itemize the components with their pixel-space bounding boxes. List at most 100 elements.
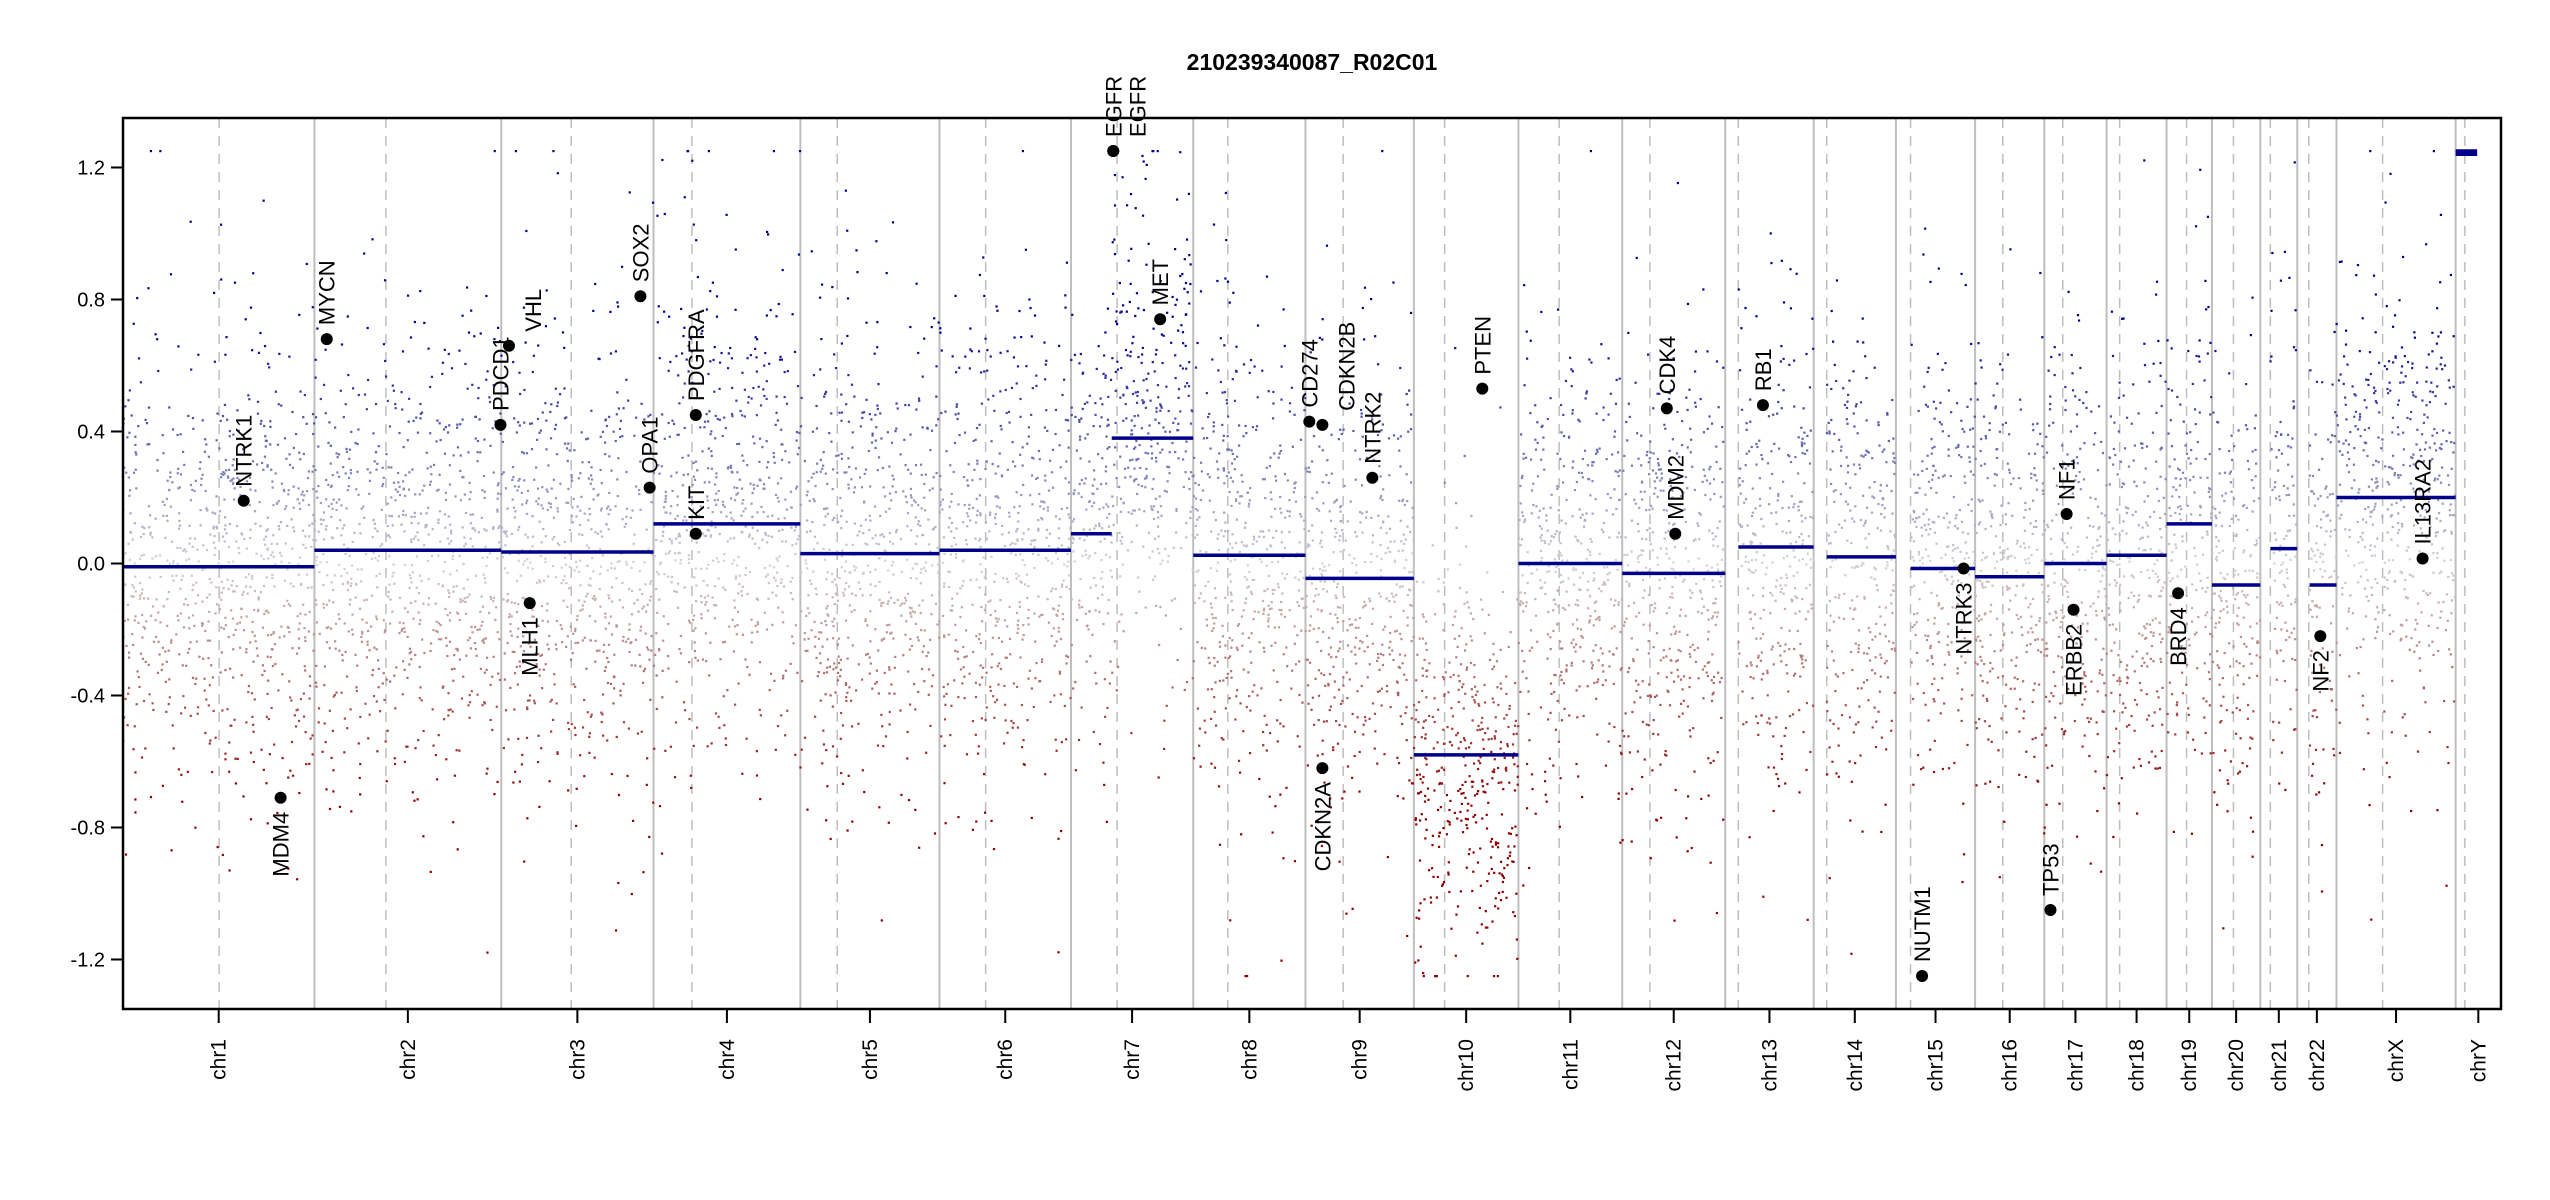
probe-point: [347, 630, 350, 633]
probe-point: [1133, 478, 1136, 481]
probe-point: [812, 374, 816, 377]
probe-point: [1140, 485, 1144, 488]
probe-point: [432, 628, 435, 632]
probe-point: [1294, 500, 1298, 503]
probe-point: [524, 533, 527, 536]
probe-point: [546, 620, 550, 623]
probe-point: [344, 552, 347, 556]
probe-point: [570, 479, 574, 482]
probe-point: [695, 356, 698, 359]
probe-point: [531, 545, 534, 548]
probe-point: [1133, 414, 1136, 418]
probe-point: [861, 594, 864, 597]
probe-point: [1156, 442, 1159, 445]
probe-point: [1250, 556, 1253, 559]
probe-point: [795, 542, 798, 545]
probe-point: [935, 395, 938, 398]
probe-point: [460, 697, 464, 700]
probe-point: [1027, 608, 1030, 611]
probe-point: [706, 745, 709, 748]
probe-point: [686, 150, 690, 153]
probe-point: [656, 611, 659, 614]
probe-point: [1271, 560, 1274, 564]
probe-point: [1156, 150, 1159, 153]
probe-point: [591, 556, 594, 560]
probe-point: [1158, 643, 1161, 647]
probe-point: [1270, 607, 1273, 610]
probe-point: [585, 564, 589, 567]
probe-point: [376, 559, 380, 562]
probe-point: [763, 487, 766, 490]
probe-point: [1159, 605, 1162, 609]
probe-point: [966, 515, 970, 518]
probe-point: [365, 621, 368, 624]
probe-point: [754, 624, 757, 627]
probe-point: [370, 594, 374, 597]
probe-point: [1283, 344, 1286, 348]
probe-point: [189, 483, 192, 487]
probe-point: [1282, 725, 1285, 728]
probe-point: [979, 537, 982, 540]
probe-point: [1217, 369, 1220, 372]
probe-point: [168, 678, 171, 681]
probe-point: [837, 637, 840, 640]
probe-point: [904, 596, 907, 599]
probe-point: [782, 585, 786, 588]
probe-point: [222, 473, 225, 476]
probe-point: [1099, 397, 1102, 400]
probe-point: [307, 630, 311, 633]
probe-point: [506, 571, 509, 575]
probe-point: [333, 574, 337, 577]
probe-point: [586, 592, 589, 595]
probe-point: [1281, 592, 1284, 595]
probe-point: [1395, 629, 1398, 632]
probe-point: [1378, 592, 1381, 595]
probe-point: [581, 604, 584, 607]
probe-point: [1223, 344, 1226, 347]
probe-point: [930, 613, 933, 616]
probe-point: [556, 172, 559, 175]
probe-point: [442, 570, 445, 573]
probe-point: [1046, 429, 1049, 433]
probe-point: [486, 767, 489, 770]
probe-point: [629, 516, 632, 519]
probe-point: [1006, 468, 1009, 471]
probe-point: [683, 709, 687, 712]
probe-point: [954, 294, 957, 298]
probe-point: [1074, 769, 1077, 772]
probe-point: [975, 578, 978, 581]
probe-point: [1212, 616, 1215, 620]
probe-point: [1101, 527, 1104, 530]
probe-point: [1181, 331, 1185, 334]
probe-point: [700, 617, 703, 620]
probe-point: [1265, 466, 1268, 469]
probe-point: [878, 557, 881, 560]
probe-point: [1329, 806, 1332, 809]
probe-point: [299, 390, 302, 393]
probe-point: [713, 604, 716, 607]
probe-point: [384, 740, 387, 743]
probe-point: [360, 640, 364, 643]
probe-point: [517, 627, 520, 630]
probe-point: [1316, 754, 1319, 757]
probe-point: [1353, 557, 1356, 560]
probe-point: [1022, 623, 1025, 627]
probe-point: [633, 602, 636, 605]
probe-point: [388, 514, 391, 518]
probe-point: [755, 414, 759, 417]
probe-point: [221, 414, 225, 418]
probe-point: [272, 631, 275, 634]
probe-point: [511, 498, 514, 501]
probe-point: [324, 528, 328, 531]
probe-point: [1059, 637, 1063, 641]
probe-point: [728, 625, 731, 628]
probe-point: [931, 564, 934, 567]
probe-point: [690, 495, 693, 499]
probe-point: [1337, 688, 1341, 691]
probe-point: [708, 410, 711, 413]
probe-point: [271, 573, 274, 577]
probe-point: [176, 472, 179, 475]
probe-point: [711, 596, 714, 599]
probe-point: [434, 753, 438, 757]
probe-point: [742, 459, 745, 462]
